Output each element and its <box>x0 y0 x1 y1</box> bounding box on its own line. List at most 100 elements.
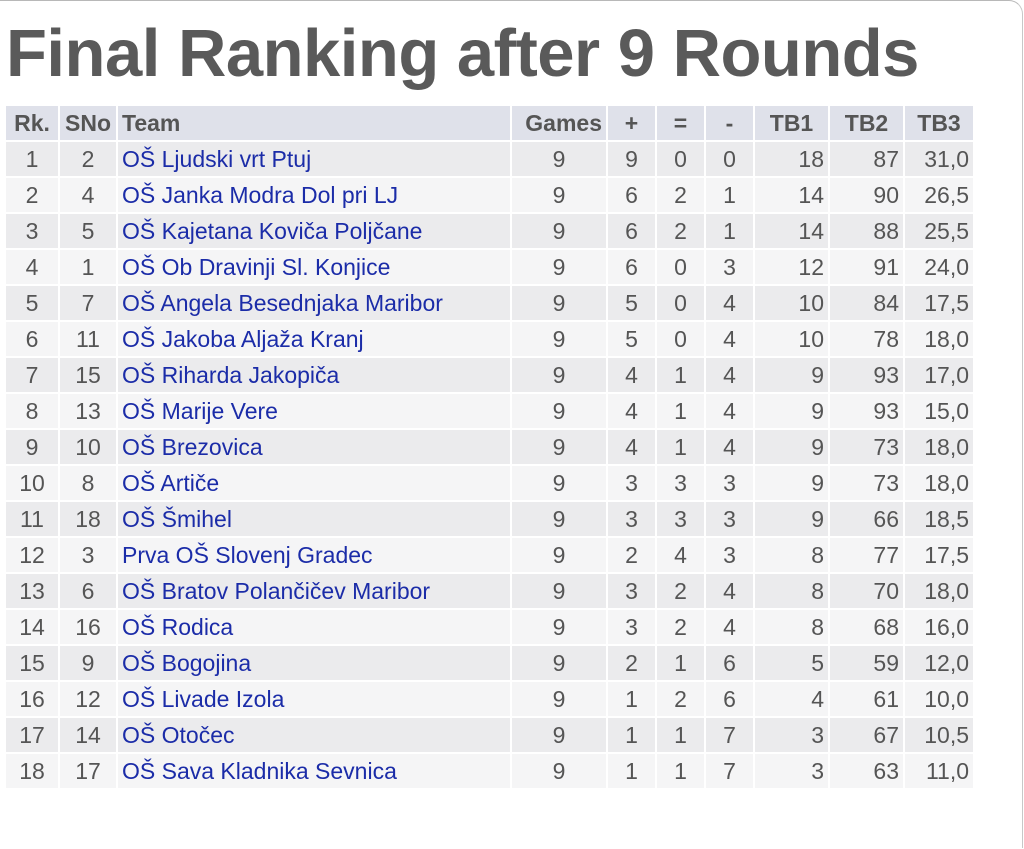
cell-games: 9 <box>512 502 606 536</box>
cell-team: OŠ Janka Modra Dol pri LJ <box>118 178 510 212</box>
cell-tb2: 68 <box>830 610 903 644</box>
table-row: 2 4 OŠ Janka Modra Dol pri LJ 9 6 2 1 14 90 26,5 <box>6 178 973 212</box>
table-row: 6 11 OŠ Jakoba Aljaža Kranj 9 5 0 4 10 78 18,0 <box>6 322 973 356</box>
team-link[interactable]: OŠ Kajetana Koviča Poljčane <box>122 217 423 244</box>
table-row: 3 5 OŠ Kajetana Koviča Poljčane 9 6 2 1 14 88 25,… <box>6 214 973 248</box>
cell-rank: 18 <box>6 754 58 788</box>
cell-tb2: 67 <box>830 718 903 752</box>
cell-team: OŠ Jakoba Aljaža Kranj <box>118 322 510 356</box>
team-link[interactable]: OŠ Marije Vere <box>122 397 278 424</box>
cell-rank: 8 <box>6 394 58 428</box>
team-link[interactable]: OŠ Ljudski vrt Ptuj <box>122 145 312 172</box>
cell-games: 9 <box>512 358 606 392</box>
cell-losses: 1 <box>706 214 753 248</box>
ranking-table-header: Rk. SNo Team Games + = - TB1 TB2 TB3 <box>6 106 973 140</box>
cell-starting-number: 9 <box>60 646 116 680</box>
cell-rank: 2 <box>6 178 58 212</box>
cell-games: 9 <box>512 322 606 356</box>
team-link[interactable]: OŠ Jakoba Aljaža Kranj <box>122 325 364 352</box>
team-link[interactable]: OŠ Artiče <box>122 469 220 496</box>
cell-wins: 2 <box>608 538 655 572</box>
team-link[interactable]: OŠ Livade Izola <box>122 685 285 712</box>
team-link[interactable]: Prva OŠ Slovenj Gradec <box>122 541 373 568</box>
cell-rank: 13 <box>6 574 58 608</box>
cell-rank: 15 <box>6 646 58 680</box>
cell-losses: 4 <box>706 322 753 356</box>
cell-team: OŠ Marije Vere <box>118 394 510 428</box>
team-link[interactable]: OŠ Janka Modra Dol pri LJ <box>122 181 399 208</box>
cell-games: 9 <box>512 466 606 500</box>
cell-draws: 2 <box>657 610 704 644</box>
cell-wins: 3 <box>608 574 655 608</box>
cell-games: 9 <box>512 718 606 752</box>
cell-starting-number: 11 <box>60 322 116 356</box>
cell-team: OŠ Riharda Jakopiča <box>118 358 510 392</box>
team-link[interactable]: OŠ Bogojina <box>122 649 252 676</box>
column-header-team: Team <box>118 106 510 140</box>
cell-tb1: 9 <box>755 430 828 464</box>
cell-starting-number: 4 <box>60 178 116 212</box>
cell-losses: 3 <box>706 502 753 536</box>
cell-tb1: 8 <box>755 610 828 644</box>
cell-tb1: 3 <box>755 718 828 752</box>
cell-losses: 6 <box>706 646 753 680</box>
cell-tb1: 9 <box>755 502 828 536</box>
table-row: 8 13 OŠ Marije Vere 9 4 1 4 9 93 15,0 <box>6 394 973 428</box>
cell-team: OŠ Bogojina <box>118 646 510 680</box>
cell-wins: 1 <box>608 754 655 788</box>
cell-tb3: 10,5 <box>905 718 973 752</box>
cell-tb1: 5 <box>755 646 828 680</box>
column-header-rank: Rk. <box>6 106 58 140</box>
cell-starting-number: 17 <box>60 754 116 788</box>
team-link[interactable]: OŠ Riharda Jakopiča <box>122 361 340 388</box>
cell-wins: 3 <box>608 466 655 500</box>
cell-draws: 4 <box>657 538 704 572</box>
cell-games: 9 <box>512 394 606 428</box>
team-link[interactable]: OŠ Šmihel <box>122 505 232 532</box>
team-link[interactable]: OŠ Brezovica <box>122 433 263 460</box>
team-link[interactable]: OŠ Rodica <box>122 613 234 640</box>
cell-tb1: 9 <box>755 358 828 392</box>
cell-games: 9 <box>512 142 606 176</box>
cell-games: 9 <box>512 538 606 572</box>
cell-tb2: 59 <box>830 646 903 680</box>
cell-starting-number: 15 <box>60 358 116 392</box>
cell-tb2: 87 <box>830 142 903 176</box>
column-header-tb3: TB3 <box>905 106 973 140</box>
team-link[interactable]: OŠ Otočec <box>122 721 235 748</box>
cell-tb3: 18,5 <box>905 502 973 536</box>
cell-rank: 9 <box>6 430 58 464</box>
cell-tb3: 10,0 <box>905 682 973 716</box>
cell-draws: 3 <box>657 466 704 500</box>
cell-rank: 3 <box>6 214 58 248</box>
cell-team: OŠ Brezovica <box>118 430 510 464</box>
cell-tb3: 17,5 <box>905 286 973 320</box>
cell-draws: 3 <box>657 502 704 536</box>
table-row: 7 15 OŠ Riharda Jakopiča 9 4 1 4 9 93 17,0 <box>6 358 973 392</box>
cell-starting-number: 2 <box>60 142 116 176</box>
cell-wins: 9 <box>608 142 655 176</box>
cell-losses: 1 <box>706 178 753 212</box>
cell-team: OŠ Otočec <box>118 718 510 752</box>
column-header-losses: - <box>706 106 753 140</box>
cell-tb3: 15,0 <box>905 394 973 428</box>
cell-tb3: 24,0 <box>905 250 973 284</box>
cell-tb3: 31,0 <box>905 142 973 176</box>
cell-team: OŠ Artiče <box>118 466 510 500</box>
cell-games: 9 <box>512 574 606 608</box>
team-link[interactable]: OŠ Bratov Polančičev Maribor <box>122 577 431 604</box>
cell-team: OŠ Angela Besednjaka Maribor <box>118 286 510 320</box>
column-header-games: Games <box>512 106 606 140</box>
team-link[interactable]: OŠ Angela Besednjaka Maribor <box>122 289 443 316</box>
cell-losses: 3 <box>706 466 753 500</box>
team-link[interactable]: OŠ Ob Dravinji Sl. Konjice <box>122 253 391 280</box>
team-link[interactable]: OŠ Sava Kladnika Sevnica <box>122 757 397 784</box>
cell-rank: 14 <box>6 610 58 644</box>
cell-tb2: 78 <box>830 322 903 356</box>
cell-losses: 6 <box>706 682 753 716</box>
cell-tb1: 10 <box>755 322 828 356</box>
cell-starting-number: 13 <box>60 394 116 428</box>
cell-rank: 17 <box>6 718 58 752</box>
cell-draws: 0 <box>657 322 704 356</box>
